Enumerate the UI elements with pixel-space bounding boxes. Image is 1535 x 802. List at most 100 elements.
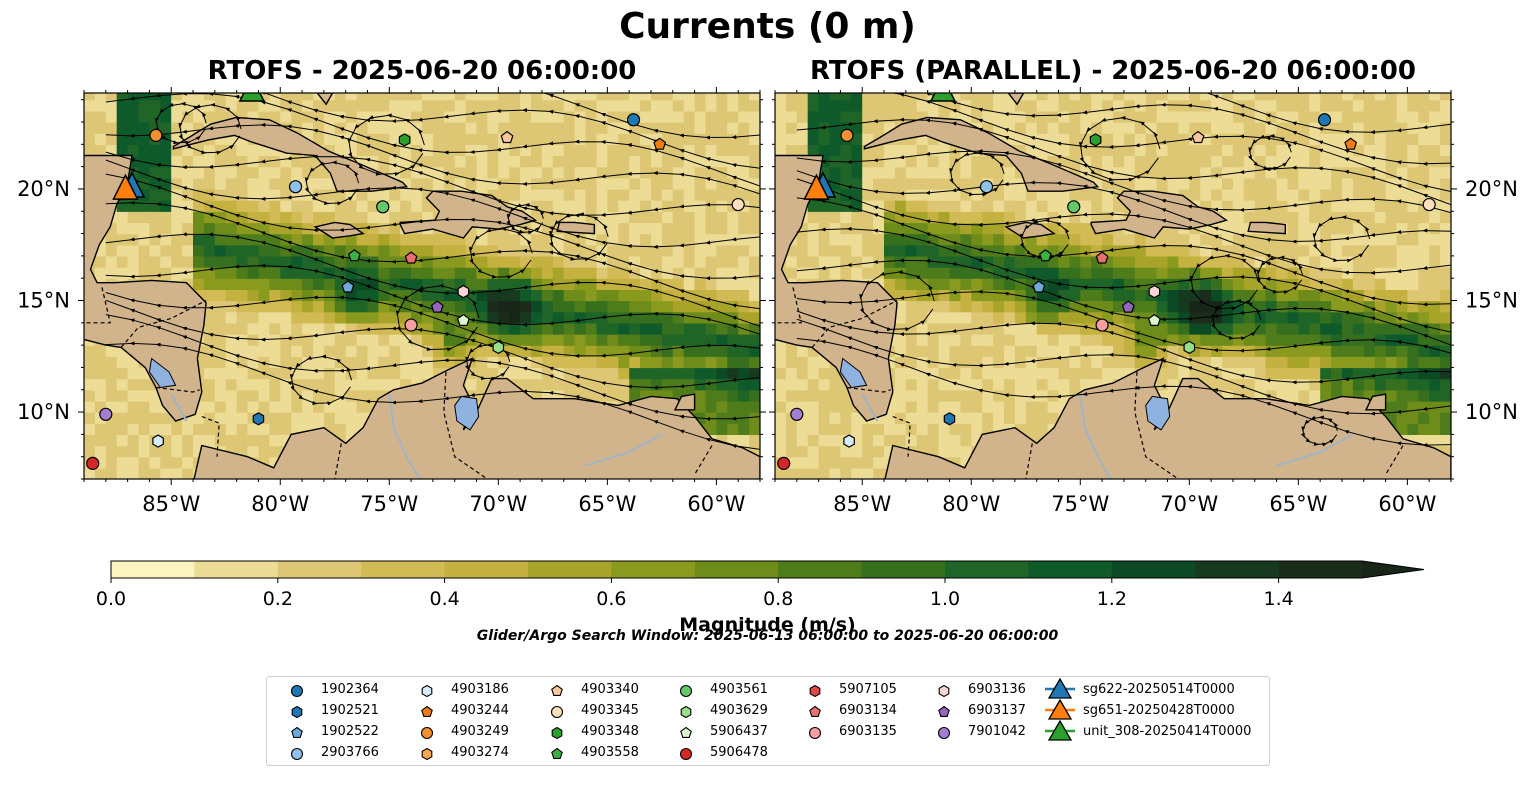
float-marker-5906437[interactable] <box>1147 313 1161 326</box>
float-marker-5906437[interactable] <box>456 313 470 326</box>
glider-marker-unit_308-20250414T0000[interactable] <box>929 77 957 102</box>
legend-label: unit_308-20250414T0000 <box>1083 724 1252 739</box>
streamline <box>1078 115 1161 182</box>
float-markers <box>86 77 745 470</box>
pentagon-marker-icon <box>938 705 950 717</box>
panel-title-rtofs-parallel: RTOFS (PARALLEL) - 2025-06-20 06:00:00 <box>810 56 1416 86</box>
legend-label: 1902521 <box>321 703 379 718</box>
float-marker-4903348[interactable] <box>398 133 411 147</box>
legend-label: 7901042 <box>968 724 1026 739</box>
streamline <box>1248 134 1292 171</box>
float-marker-1902522[interactable] <box>1032 280 1046 293</box>
float-marker-5906478[interactable] <box>777 456 791 470</box>
float-marker-4903244[interactable] <box>1344 137 1358 150</box>
hexagon-marker-icon <box>938 684 950 698</box>
float-marker-4903561[interactable] <box>376 200 390 214</box>
lat-tick-label: 15°N <box>1465 289 1518 313</box>
float-marker-4903629[interactable] <box>492 340 505 355</box>
float-marker-4903558[interactable] <box>1038 249 1052 262</box>
float-marker-4903561[interactable] <box>1067 200 1081 214</box>
float-marker-6903136[interactable] <box>1148 284 1161 299</box>
float-marker-6903134[interactable] <box>1095 251 1109 264</box>
float-marker-4903629[interactable] <box>1183 340 1196 355</box>
legend-label: 6903134 <box>839 703 897 718</box>
float-marker-4903345[interactable] <box>731 197 745 212</box>
float-marker-1902521[interactable] <box>252 412 265 426</box>
float-marker-4903249[interactable] <box>840 128 854 142</box>
streamline <box>1256 255 1303 295</box>
land-puerto-rico <box>1247 221 1286 235</box>
float-marker-6903137[interactable] <box>1121 300 1135 313</box>
streamline <box>289 354 353 406</box>
float-marker-4903345[interactable] <box>1422 197 1436 212</box>
lon-tick-label: 70°W <box>1160 492 1218 516</box>
colorbar-segment <box>945 561 1029 578</box>
float-marker-4903249[interactable] <box>149 128 163 142</box>
streamline <box>468 226 533 280</box>
colorbar-tick-label: 0.6 <box>596 588 627 610</box>
lon-tick-label: 85°W <box>142 492 200 516</box>
float-marker-4903348[interactable] <box>1089 133 1102 147</box>
circle-marker-icon <box>420 726 433 740</box>
float-marker-1902364[interactable] <box>1317 113 1332 127</box>
streamline <box>859 270 935 332</box>
float-marker-4903186[interactable] <box>843 434 855 448</box>
lat-tick-label: 10°N <box>17 400 70 424</box>
legend-label: 4903249 <box>451 724 509 739</box>
float-marker-5906478[interactable] <box>86 456 100 470</box>
hexagon-marker-icon <box>680 705 692 719</box>
panel-title-rtofs: RTOFS - 2025-06-20 06:00:00 <box>207 56 637 86</box>
glider-marker-unit_308-20250414T0000[interactable] <box>238 77 266 102</box>
float-marker-1902522[interactable] <box>341 280 355 293</box>
streamline <box>549 212 609 262</box>
float-marker-6903135[interactable] <box>1095 318 1109 332</box>
float-marker-4903558[interactable] <box>347 249 361 262</box>
map-panel-rtofs-parallel <box>775 77 1451 479</box>
float-marker-6903137[interactable] <box>430 300 444 313</box>
colorbar-segment <box>1195 561 1280 578</box>
search-window-caption: Glider/Argo Search Window: 2025-06-13 06… <box>476 628 1059 644</box>
glider-marker-sg651-20250428T0000[interactable] <box>803 173 830 200</box>
legend-label: 5906437 <box>710 724 768 739</box>
lon-tick-label: 75°W <box>360 492 418 516</box>
float-marker-4903186[interactable] <box>152 434 164 448</box>
streamline <box>1312 215 1371 263</box>
hexagon-marker-icon <box>551 726 563 740</box>
legend-label: 4903561 <box>710 682 768 697</box>
legend-label: 1902522 <box>321 724 379 739</box>
float-marker-7901042[interactable] <box>790 407 804 421</box>
legend-label: 4903558 <box>581 745 639 760</box>
float-marker-6903136[interactable] <box>457 284 470 299</box>
float-marker-6903135[interactable] <box>404 318 418 332</box>
float-marker-2903766[interactable] <box>288 180 303 194</box>
hexagon-marker-icon <box>421 747 433 761</box>
float-marker-1902521[interactable] <box>943 412 956 426</box>
streamline <box>1189 253 1260 311</box>
float-marker-4903340[interactable] <box>500 130 514 144</box>
legend-label: sg622-20250514T0000 <box>1083 682 1235 697</box>
float-marker-2903766[interactable] <box>979 180 994 194</box>
float-marker-1902364[interactable] <box>626 113 641 127</box>
triangle-marker-icon <box>1045 720 1075 741</box>
legend-label: 4903244 <box>451 703 509 718</box>
float-marker-6903134[interactable] <box>404 251 418 264</box>
pentagon-marker-icon <box>551 684 563 696</box>
map-frame <box>83 92 761 480</box>
pentagon-marker-icon <box>421 705 433 717</box>
legend-label: 4903629 <box>710 703 768 718</box>
float-marker-4903340[interactable] <box>1191 130 1205 144</box>
colorbar-segment <box>361 561 446 578</box>
hexagon-marker-icon <box>291 705 303 719</box>
lat-tick-label: 20°N <box>17 177 70 201</box>
figure-title: Currents (0 m) <box>619 6 916 47</box>
legend: 1902364 1902521 1902522 2903766 4903186 49032… <box>266 676 1270 766</box>
streamline <box>304 160 360 206</box>
colorbar-segment <box>111 561 195 578</box>
legend-label: 6903136 <box>968 682 1026 697</box>
float-marker-7901042[interactable] <box>99 407 113 421</box>
colorbar <box>110 560 1425 583</box>
legend-label: sg651-20250428T0000 <box>1083 703 1235 718</box>
float-marker-4903244[interactable] <box>653 137 667 150</box>
glider-marker-sg651-20250428T0000[interactable] <box>112 173 139 200</box>
circle-marker-icon <box>679 684 692 698</box>
